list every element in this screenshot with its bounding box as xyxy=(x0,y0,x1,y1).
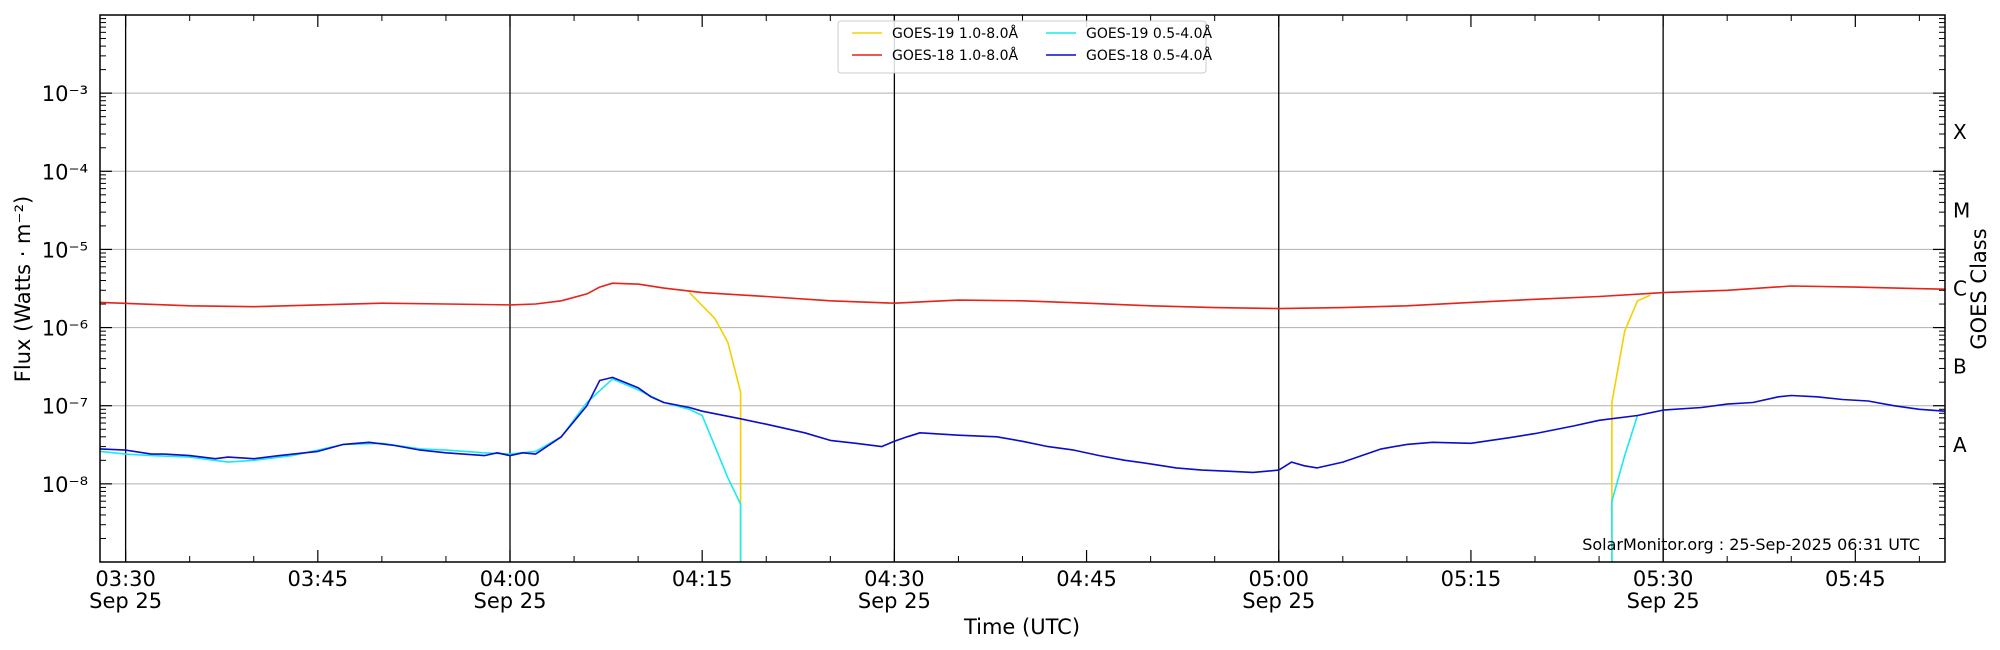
y-tick-label: 10⁻³ xyxy=(42,82,88,106)
x-tick-label: 05:45 xyxy=(1825,567,1886,591)
series-line xyxy=(99,282,1946,310)
x-tick-label: 03:45 xyxy=(288,567,349,591)
y-axis-label: Flux (Watts · m⁻²) xyxy=(11,196,35,382)
series-line xyxy=(688,292,742,562)
goes-class-label: A xyxy=(1953,433,1967,457)
credit-text: SolarMonitor.org : 25-Sep-2025 06:31 UTC xyxy=(1582,535,1920,554)
series-line xyxy=(1611,294,1651,562)
x-tick-label: 05:30 xyxy=(1633,567,1694,591)
legend-entry: GOES-18 1.0-8.0Å xyxy=(892,47,1018,64)
x-tick-label: 04:15 xyxy=(672,567,733,591)
goes-class-label: M xyxy=(1953,198,1970,222)
x-tick-label: 03:30 xyxy=(95,567,156,591)
legend-entry: GOES-19 1.0-8.0Å xyxy=(892,25,1018,42)
x-tick-label: 04:30 xyxy=(864,567,925,591)
goes-class-label: B xyxy=(1953,355,1967,379)
y-tick-label: 10⁻⁴ xyxy=(42,160,88,184)
x-tick-date-label: Sep 25 xyxy=(858,589,931,613)
y-axis-right-label: GOES Class xyxy=(1967,228,1991,349)
x-tick-date-label: Sep 25 xyxy=(89,589,162,613)
y-tick-label: 10⁻⁸ xyxy=(42,473,88,497)
x-tick-label: 05:00 xyxy=(1248,567,1309,591)
x-tick-date-label: Sep 25 xyxy=(474,589,547,613)
x-axis-label: Time (UTC) xyxy=(963,615,1080,639)
legend: GOES-19 1.0-8.0Å GOES-18 1.0-8.0Å GOES-19 … xyxy=(837,20,1212,74)
series-line xyxy=(99,376,1946,474)
legend-entry: GOES-19 0.5-4.0Å xyxy=(1086,25,1212,42)
x-tick-label: 05:15 xyxy=(1441,567,1502,591)
x-tick-label: 04:00 xyxy=(480,567,541,591)
y-tick-label: 10⁻⁷ xyxy=(42,395,88,419)
plot-frame xyxy=(99,14,1946,563)
series-line xyxy=(99,378,742,562)
x-tick-date-label: Sep 25 xyxy=(1242,589,1315,613)
goes-class-label: X xyxy=(1953,120,1967,144)
legend-entry: GOES-18 0.5-4.0Å xyxy=(1086,47,1212,64)
legend-box xyxy=(837,20,1207,74)
y-tick-label: 10⁻⁵ xyxy=(42,238,88,262)
y-tick-label: 10⁻⁶ xyxy=(42,317,88,341)
x-tick-date-label: Sep 25 xyxy=(1627,589,1700,613)
grid-layer xyxy=(100,15,1945,562)
series-layer xyxy=(99,282,1946,562)
goes-class-label: C xyxy=(1953,277,1967,301)
series-line xyxy=(1611,415,1639,562)
x-tick-label: 04:45 xyxy=(1056,567,1117,591)
